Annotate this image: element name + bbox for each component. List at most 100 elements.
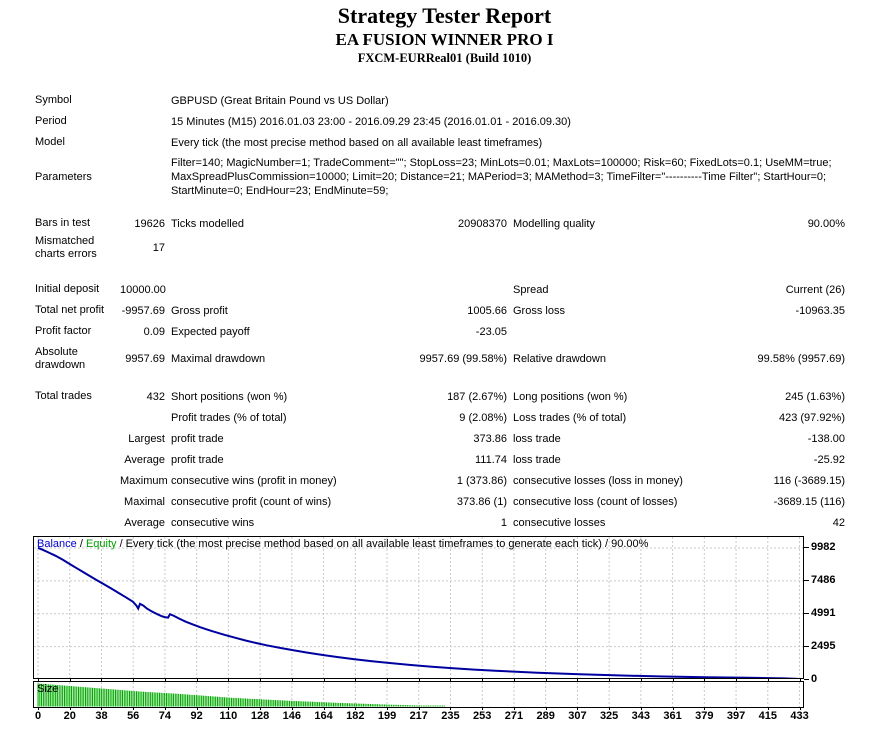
axis-tick: [355, 678, 357, 681]
axis-tick: [387, 707, 389, 710]
stat-cell: 10000.00: [120, 283, 166, 296]
stat-cell: Maximum: [120, 474, 168, 487]
legend-separator: /: [76, 538, 86, 550]
x-tick-label: 217: [409, 710, 428, 722]
x-tick-label: 56: [127, 710, 140, 722]
stat-cell: consecutive wins (profit in money): [171, 474, 337, 487]
x-tick-label: 253: [473, 710, 492, 722]
axis-tick: [736, 678, 738, 681]
legend-description: / Every tick (the most precise method ba…: [116, 538, 649, 550]
stat-cell: -23.05: [475, 325, 507, 338]
info-label: Parameters: [35, 170, 92, 183]
stat-cell: Current (26): [785, 283, 845, 296]
axis-tick: [450, 678, 452, 681]
stat-row: Average consecutive wins 1 consecutive loss…: [35, 512, 845, 533]
stat-cell: Bars in test: [35, 217, 91, 229]
stat-cell: -10963.35: [795, 304, 845, 317]
balance-line: [37, 546, 798, 680]
stat-cell: consecutive loss (count of losses): [513, 495, 678, 508]
stat-cell: 373.86 (1): [456, 495, 507, 508]
axis-tick: [133, 678, 135, 681]
axis-tick: [69, 707, 71, 710]
stat-cell: 373.86: [473, 432, 507, 445]
axis-tick: [799, 678, 801, 681]
stat-cell: Spread: [513, 283, 549, 296]
stat-cell: Loss trades (% of total): [513, 411, 627, 424]
stat-cell: loss trade: [513, 453, 561, 466]
axis-tick: [228, 707, 230, 710]
stat-cell: Modelling quality: [513, 217, 595, 230]
axis-tick: [228, 678, 230, 681]
stat-row: Profit trades (% of total) 9 (2.08%) Loss …: [35, 407, 845, 428]
x-tick-label: 397: [726, 710, 746, 722]
axis-tick: [291, 678, 293, 681]
x-tick-label: 0: [34, 710, 42, 722]
stat-row: Total trades 432 Short positions (won %) 18…: [35, 386, 845, 407]
axis-tick: [767, 678, 769, 681]
stat-cell: 17: [152, 242, 165, 254]
x-tick-label: 289: [536, 710, 555, 722]
stat-cell: 99.58% (9957.69): [757, 353, 845, 365]
stat-cell: Relative drawdown: [513, 353, 606, 365]
axis-tick: [767, 707, 769, 710]
axis-tick: [323, 707, 325, 710]
axis-tick: [545, 707, 547, 710]
stat-cell: Gross profit: [171, 304, 228, 317]
legend-equity: Equity: [85, 538, 117, 550]
axis-tick: [804, 579, 809, 581]
stat-cell: 187 (2.67%): [447, 390, 507, 403]
axis-tick: [196, 678, 198, 681]
x-tick-label: 415: [758, 710, 777, 722]
axis-tick: [323, 678, 325, 681]
axis-tick: [513, 678, 515, 681]
stat-cell: 1: [500, 516, 507, 529]
stat-row: Average profit trade 111.74 loss trade -25.9…: [35, 449, 845, 470]
y-tick-label: 4991: [811, 606, 836, 619]
stat-cell: 1 (373.86): [456, 474, 507, 487]
axis-tick: [164, 678, 166, 681]
axis-tick: [804, 547, 809, 548]
info-row-symbol: Symbol GBPUSD (Great Britain Pound vs US …: [35, 90, 845, 111]
axis-tick: [804, 678, 809, 680]
balance-curve: [34, 537, 803, 680]
stat-cell: -25.92: [813, 453, 845, 466]
x-tick-label: 182: [346, 710, 365, 722]
axis-tick: [38, 707, 39, 710]
stat-cell: consecutive profit (count of wins): [171, 495, 332, 508]
stat-cell: 0.09: [143, 325, 165, 338]
stat-cell: Profit trades (% of total): [171, 411, 287, 424]
x-tick-label: 199: [377, 710, 397, 722]
stat-cell: consecutive losses: [513, 516, 606, 529]
axis-tick: [609, 678, 611, 681]
x-tick-label: 20: [63, 710, 76, 722]
stat-cell: Absolute drawdown: [35, 346, 86, 371]
stat-cell: profit trade: [171, 453, 224, 466]
size-chart: [33, 681, 804, 708]
axis-tick: [133, 707, 135, 710]
stat-cell: 111.74: [474, 453, 507, 466]
axis-tick: [260, 707, 262, 710]
y-tick-label: 7486: [811, 573, 836, 586]
stats-table: Symbol GBPUSD (Great Britain Pound vs US …: [35, 90, 845, 533]
x-tick-label: 235: [441, 710, 460, 722]
stat-cell: consecutive wins: [171, 516, 255, 529]
ea-name: EA FUSION WINNER PRO I: [335, 30, 554, 49]
x-tick-label: 379: [695, 710, 714, 722]
axis-tick: [704, 707, 706, 710]
info-label: Symbol: [35, 94, 72, 106]
stat-cell: 116 (-3689.15): [773, 474, 845, 487]
axis-tick: [704, 678, 706, 681]
axis-tick: [482, 678, 484, 681]
stat-cell: 9957.69 (99.58%): [419, 353, 507, 365]
axis-tick: [196, 707, 198, 710]
y-tick-label: 2495: [811, 639, 836, 652]
stat-cell: consecutive losses (loss in money): [513, 474, 683, 487]
x-tick-label: 164: [314, 710, 333, 722]
axis-tick: [609, 707, 611, 710]
x-tick-label: 74: [158, 710, 172, 722]
axis-tick: [482, 707, 484, 710]
x-tick-label: 307: [568, 710, 587, 722]
stat-cell: 9957.69: [125, 353, 165, 365]
x-tick-label: 325: [599, 710, 619, 722]
stat-cell: 20908370: [458, 217, 507, 230]
